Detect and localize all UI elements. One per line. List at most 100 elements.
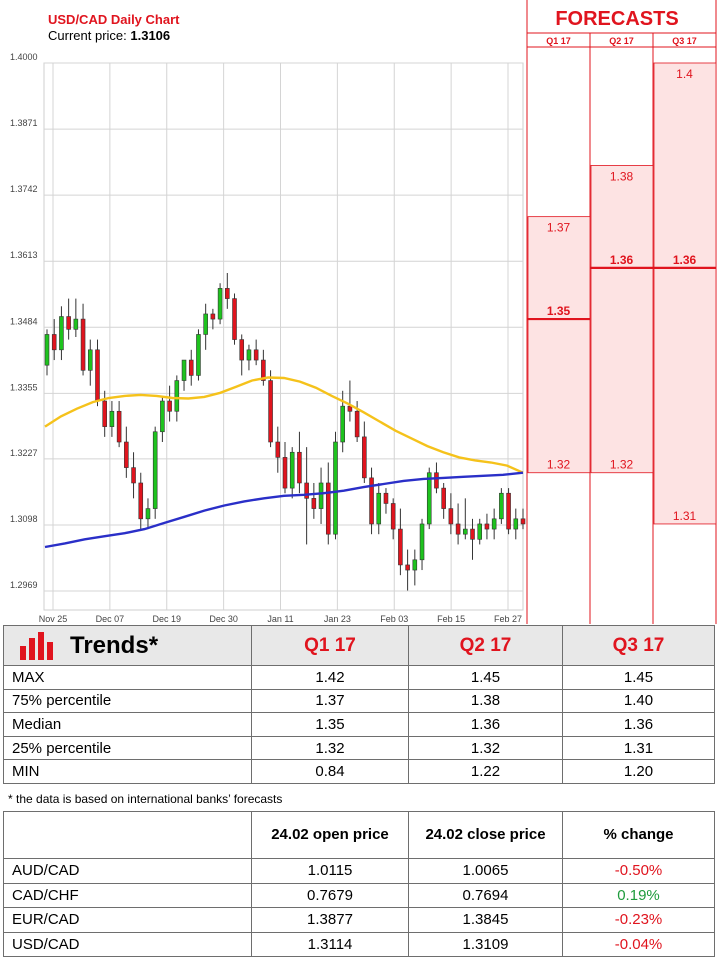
candle-body — [441, 487, 446, 509]
candle-body — [463, 528, 468, 535]
candle-body — [232, 298, 237, 340]
fx-header-change: % change — [562, 811, 715, 859]
candle-body — [131, 467, 136, 484]
x-tick-label: Jan 23 — [324, 614, 351, 624]
cell-value: 1.32 — [408, 735, 563, 761]
candle-body — [311, 498, 317, 509]
open-price: 1.3877 — [251, 907, 409, 933]
trends-col-q1: Q1 17 — [251, 625, 409, 666]
forecast-max-label: 1.38 — [610, 169, 634, 183]
trends-footnote: * the data is based on international ban… — [8, 792, 283, 806]
cell-value: 1.45 — [408, 665, 563, 690]
candle-body — [506, 492, 511, 530]
pair-label: EUR/CAD — [3, 907, 252, 933]
candle-body — [174, 380, 180, 412]
candle-body — [448, 508, 454, 525]
candle-body — [138, 482, 144, 520]
y-tick-label: 1.3613 — [10, 250, 38, 260]
forecast-range-box — [590, 165, 654, 474]
y-tick-label: 1.4000 — [10, 52, 38, 62]
candle-body — [95, 349, 100, 402]
candle-body — [181, 359, 187, 381]
candle-body — [225, 288, 230, 299]
moving-average-lines — [44, 376, 524, 549]
candle-body — [73, 318, 79, 330]
close-price: 1.3845 — [408, 907, 563, 933]
percent-change: 0.19% — [562, 882, 715, 908]
forecast-panel: FORECASTS Q1 17 1.37 1.35 1.32 Q2 17 1.38 1.36 1… — [526, 0, 717, 624]
candle-body — [412, 559, 418, 571]
forecast-min-label: 1.31 — [673, 509, 697, 523]
candle-body — [188, 359, 194, 376]
candle-body — [124, 441, 129, 468]
candle-body — [354, 410, 360, 438]
candle-body — [318, 482, 324, 509]
candle-body — [160, 400, 165, 433]
trends-row-median: Median 1.35 1.36 1.36 — [3, 712, 715, 737]
forecast-range-box — [653, 62, 717, 525]
close-price: 1.3109 — [408, 931, 563, 957]
forecast-min-label: 1.32 — [610, 458, 634, 472]
x-tick-label: Feb 03 — [380, 614, 408, 624]
open-price: 1.0115 — [251, 858, 409, 884]
fx-header-row: 24.02 open price 24.02 close price % cha… — [3, 811, 715, 859]
candle-body — [152, 431, 158, 509]
moving-average-blue-line — [44, 471, 524, 549]
bar-chart-icon — [20, 631, 53, 660]
y-tick-label: 1.3871 — [10, 118, 38, 128]
y-tick-label: 1.3227 — [10, 448, 38, 458]
trends-col-q3: Q3 17 — [562, 625, 715, 666]
candle-body — [210, 313, 216, 320]
fx-header-close: 24.02 close price — [408, 811, 563, 859]
candle-body — [499, 492, 504, 520]
percent-change: -0.04% — [562, 931, 715, 957]
current-price-line: Current price: 1.3106 — [48, 28, 170, 43]
pair-label: CAD/CHF — [3, 882, 252, 908]
candle-body — [239, 339, 245, 361]
forecast-median-label: 1.36 — [610, 253, 634, 267]
candle-body — [268, 380, 273, 443]
fx-row: EUR/CAD 1.3877 1.3845 -0.23% — [3, 907, 715, 933]
candle-body — [87, 349, 93, 371]
percent-change: -0.23% — [562, 907, 715, 933]
candle-body — [59, 316, 64, 351]
forecast-col-label: Q2 17 — [609, 36, 634, 46]
candle-body — [398, 528, 403, 566]
forecast-median-label: 1.36 — [673, 253, 697, 267]
trends-row-25-percentile: 25% percentile 1.32 1.32 1.31 — [3, 735, 715, 761]
candle-body — [304, 482, 309, 499]
cell-value: 1.36 — [562, 712, 715, 737]
candle-body — [477, 523, 483, 540]
candle-body — [470, 528, 475, 540]
close-price: 0.7694 — [408, 882, 563, 908]
fx-price-table: 24.02 open price 24.02 close price % cha… — [3, 811, 715, 957]
moving-average-yellow-line — [44, 376, 524, 474]
candle-body — [455, 523, 461, 535]
x-axis: Nov 25 Dec 07 Dec 19 Dec 30 Jan 11 Jan 23 Feb … — [39, 614, 522, 624]
cell-value: 1.20 — [562, 759, 715, 784]
candle-body — [362, 436, 367, 479]
trends-row-75-percentile: 75% percentile 1.37 1.38 1.40 — [3, 688, 715, 714]
y-axis: 1.4000 1.3871 1.3742 1.3613 1.3484 1.3355 1.32… — [10, 52, 38, 590]
y-tick-label: 1.2969 — [10, 580, 38, 590]
close-price: 1.0065 — [408, 858, 563, 884]
fx-row: USD/CAD 1.3114 1.3109 -0.04% — [3, 931, 715, 957]
candle-body — [369, 477, 374, 525]
cell-value: 1.32 — [251, 735, 409, 761]
candle-body — [145, 508, 151, 520]
candle-body — [253, 349, 259, 361]
forecast-col-label: Q1 17 — [546, 36, 571, 46]
x-tick-label: Dec 30 — [209, 614, 238, 624]
x-tick-label: Dec 07 — [96, 614, 125, 624]
chart-title: USD/CAD Daily Chart — [48, 12, 180, 27]
candle-body — [116, 410, 122, 443]
candle-body — [333, 441, 338, 535]
cell-value: 1.31 — [562, 735, 715, 761]
forecast-range-box — [527, 216, 591, 474]
candle-body — [66, 316, 71, 330]
y-tick-label: 1.3742 — [10, 184, 38, 194]
forecast-col-label: Q3 17 — [672, 36, 697, 46]
candle-body — [109, 410, 115, 427]
candle-body — [325, 482, 331, 535]
cell-value: 1.36 — [408, 712, 563, 737]
